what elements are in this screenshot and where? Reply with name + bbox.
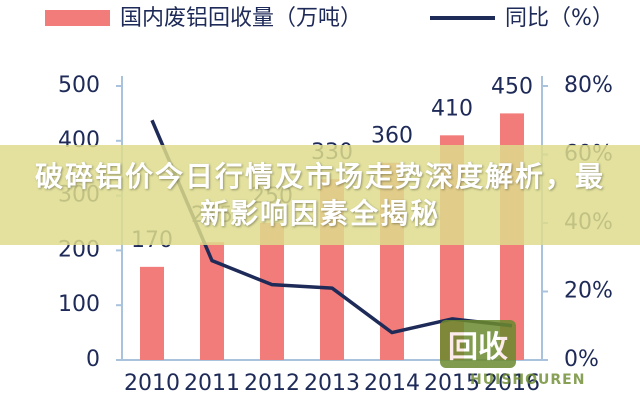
y2-tick-label: 80% — [564, 73, 613, 98]
x-tick-label: 2016 — [484, 371, 540, 396]
x-tick-label: 2013 — [304, 371, 360, 396]
y2-tick-label: 20% — [564, 279, 613, 304]
bar — [260, 223, 284, 360]
legend-swatch — [45, 10, 110, 26]
y-tick-label: 0 — [86, 347, 100, 372]
y2-tick-label: 0% — [564, 347, 599, 372]
x-tick-label: 2010 — [124, 371, 180, 396]
y-tick-label: 100 — [58, 292, 100, 317]
legend-label: 国内废铝回收量（万吨） — [120, 6, 362, 31]
legend-label: 同比（%） — [505, 6, 614, 31]
x-tick-label: 2011 — [184, 371, 240, 396]
x-tick-label: 2015 — [424, 371, 480, 396]
line — [150, 119, 513, 335]
watermark: 回收 HUISHOUREN — [440, 320, 630, 395]
banner: 破碎铝价今日行情及市场走势深度解析，最新影响因素全揭秘 — [0, 145, 640, 245]
banner-title: 破碎铝价今日行情及市场走势深度解析，最新影响因素全揭秘 — [34, 160, 605, 230]
watermark-brand: HUISHOUREN — [470, 372, 586, 388]
bar-value-label: 410 — [431, 96, 473, 121]
watermark-logo: 回收 — [440, 320, 516, 368]
bar-value-label: 360 — [371, 124, 413, 149]
x-tick-label: 2012 — [244, 371, 300, 396]
y-tick-label: 500 — [58, 73, 100, 98]
bar-value-label: 450 — [491, 74, 533, 99]
bar — [140, 266, 164, 360]
x-tick-label: 2014 — [364, 371, 420, 396]
